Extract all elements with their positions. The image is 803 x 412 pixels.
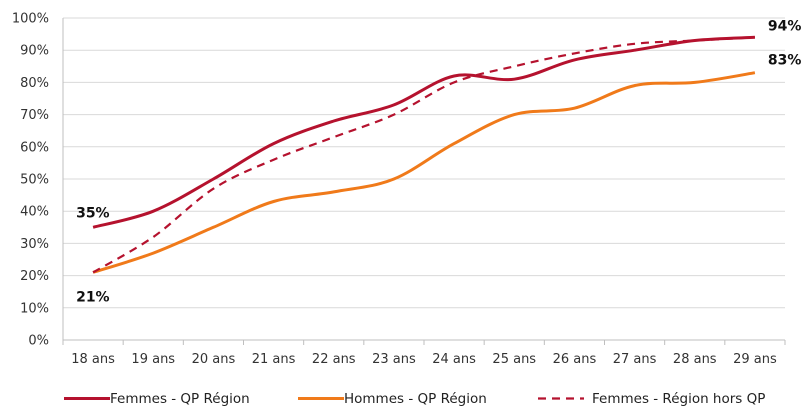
x-tick-label: 20 ans <box>192 352 236 367</box>
x-tick-label: 27 ans <box>613 352 657 367</box>
y-tick-label: 60% <box>20 140 49 155</box>
y-tick-label: 20% <box>20 269 49 284</box>
y-tick-label: 40% <box>20 205 49 220</box>
y-tick-label: 100% <box>12 12 49 27</box>
x-tick-label: 23 ans <box>372 352 416 367</box>
x-tick-label: 18 ans <box>71 352 115 367</box>
legend-label: Hommes - QP Région <box>344 391 487 407</box>
grid-lines <box>62 17 785 341</box>
legend-label: Femmes - QP Région <box>110 391 250 407</box>
x-tick-label: 28 ans <box>673 352 717 367</box>
x-axis-ticks: 18 ans 19 ans 20 ans 21 ans 22 ans 23 ans 24 a… <box>62 340 786 367</box>
x-tick-label: 26 ans <box>553 352 597 367</box>
data-annotations: 35% 21% 94% 83% <box>76 18 801 305</box>
legend: Femmes - QP Région Hommes - QP Région Femm… <box>64 391 765 407</box>
data-label: 94% <box>768 18 802 34</box>
y-tick-label: 80% <box>20 76 49 91</box>
x-tick-label: 21 ans <box>252 352 296 367</box>
y-tick-label: 30% <box>20 237 49 252</box>
y-tick-label: 50% <box>20 173 49 188</box>
y-axis-ticks: 0% 10% 20% 30% 40% 50% 60% 70% 80% 90% 100% <box>12 12 49 349</box>
series-lines <box>92 35 756 274</box>
x-tick-label: 19 ans <box>131 352 175 367</box>
x-tick-label: 25 ans <box>492 352 536 367</box>
series-line-1 <box>92 35 755 229</box>
data-label: 35% <box>76 205 110 221</box>
series-line-2 <box>92 71 756 274</box>
x-tick-label: 29 ans <box>733 352 777 367</box>
y-tick-label: 70% <box>20 108 49 123</box>
series-line-3 <box>92 36 755 274</box>
y-tick-label: 90% <box>20 44 49 59</box>
data-label: 83% <box>768 53 802 69</box>
x-tick-label: 24 ans <box>432 352 476 367</box>
y-tick-label: 10% <box>20 301 49 316</box>
x-tick-label: 22 ans <box>312 352 356 367</box>
data-label: 21% <box>76 289 110 305</box>
legend-label: Femmes - Région hors QP <box>592 391 765 407</box>
y-tick-label: 0% <box>28 334 49 349</box>
